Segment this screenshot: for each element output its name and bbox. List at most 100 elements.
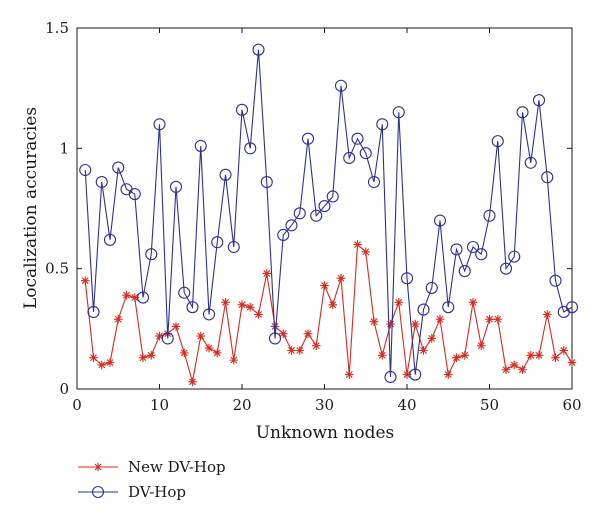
data-point — [532, 94, 546, 107]
legend-marker — [91, 485, 105, 499]
data-point — [303, 329, 313, 338]
data-point — [376, 118, 389, 131]
data-point — [171, 322, 181, 331]
data-point — [435, 314, 445, 324]
data-point — [466, 240, 480, 254]
data-point — [509, 360, 519, 370]
data-point — [254, 310, 263, 319]
x-tick-label: 30 — [315, 396, 334, 414]
data-point — [516, 106, 529, 119]
data-point — [328, 300, 338, 310]
data-point — [334, 79, 348, 92]
data-point — [367, 175, 381, 189]
data-point — [320, 281, 329, 290]
data-point — [79, 163, 92, 177]
data-point — [202, 308, 216, 321]
data-point — [87, 305, 100, 319]
data-point — [95, 175, 108, 189]
data-point — [311, 341, 321, 350]
data-point — [417, 303, 430, 316]
data-point — [394, 298, 404, 307]
data-point — [145, 248, 158, 261]
data-point — [475, 248, 488, 261]
data-point — [178, 286, 191, 299]
data-point — [278, 329, 288, 338]
data-point — [293, 207, 306, 220]
data-point — [252, 43, 265, 56]
data-point — [410, 319, 420, 329]
data-point — [483, 209, 496, 222]
data-point — [425, 281, 438, 294]
data-point — [221, 298, 230, 307]
data-point — [409, 368, 422, 381]
data-point — [485, 314, 494, 324]
data-point — [476, 341, 486, 350]
data-point — [567, 358, 577, 367]
data-point — [229, 355, 239, 365]
data-point — [122, 290, 131, 300]
data-point — [534, 351, 544, 360]
legend-marker — [93, 462, 103, 472]
data-point — [80, 276, 90, 285]
data-point — [179, 348, 189, 358]
data-point — [433, 214, 447, 227]
data-point — [169, 180, 183, 193]
data-point — [136, 291, 150, 304]
data-point — [155, 331, 164, 341]
data-point — [188, 377, 197, 387]
data-point — [526, 351, 536, 360]
data-point — [285, 219, 298, 232]
data-point — [245, 302, 255, 312]
legend-label: DV-Hop — [128, 483, 186, 501]
data-point — [89, 353, 98, 363]
data-point — [392, 106, 405, 119]
data-point — [508, 250, 521, 263]
y-axis-title: Localization accuracies — [21, 107, 41, 309]
series-2 — [79, 43, 579, 384]
data-point — [113, 314, 123, 324]
data-point — [377, 351, 387, 360]
data-point — [161, 332, 174, 345]
plot-frame — [76, 27, 573, 390]
data-point — [351, 132, 364, 145]
data-point — [419, 346, 428, 355]
x-tick-label: 20 — [232, 396, 251, 414]
data-point — [369, 317, 379, 326]
x-tick-label: 50 — [480, 396, 499, 414]
y-tick-label: 1.5 — [45, 19, 69, 37]
data-point — [318, 200, 331, 213]
data-point — [458, 265, 471, 278]
data-point — [549, 274, 562, 287]
data-point — [450, 243, 463, 256]
data-point — [452, 353, 461, 363]
data-point — [551, 353, 560, 363]
data-point — [128, 188, 141, 201]
data-point — [301, 132, 315, 145]
data-point — [344, 370, 354, 379]
x-tick-label: 60 — [562, 396, 581, 414]
data-point — [186, 301, 199, 314]
x-tick-label: 40 — [397, 396, 416, 414]
y-tick-label: 1 — [59, 139, 69, 157]
data-point — [196, 331, 206, 341]
data-point — [277, 228, 290, 242]
data-point — [235, 103, 249, 116]
data-point — [524, 156, 537, 169]
data-point — [194, 139, 207, 152]
data-point — [310, 209, 323, 222]
legend: New DV-Hop DV-Hop — [78, 458, 226, 501]
data-point — [219, 168, 232, 181]
data-point — [146, 351, 156, 360]
data-point — [112, 161, 125, 174]
data-point — [138, 353, 148, 363]
data-point — [499, 262, 513, 275]
data-point — [559, 346, 569, 355]
data-point — [212, 348, 222, 358]
data-point — [103, 233, 117, 246]
data-point — [326, 190, 339, 203]
data-point — [287, 346, 296, 355]
series-1 — [80, 240, 577, 387]
y-tick-label: 0 — [59, 380, 69, 398]
data-point — [565, 301, 579, 314]
data-point — [336, 273, 346, 283]
